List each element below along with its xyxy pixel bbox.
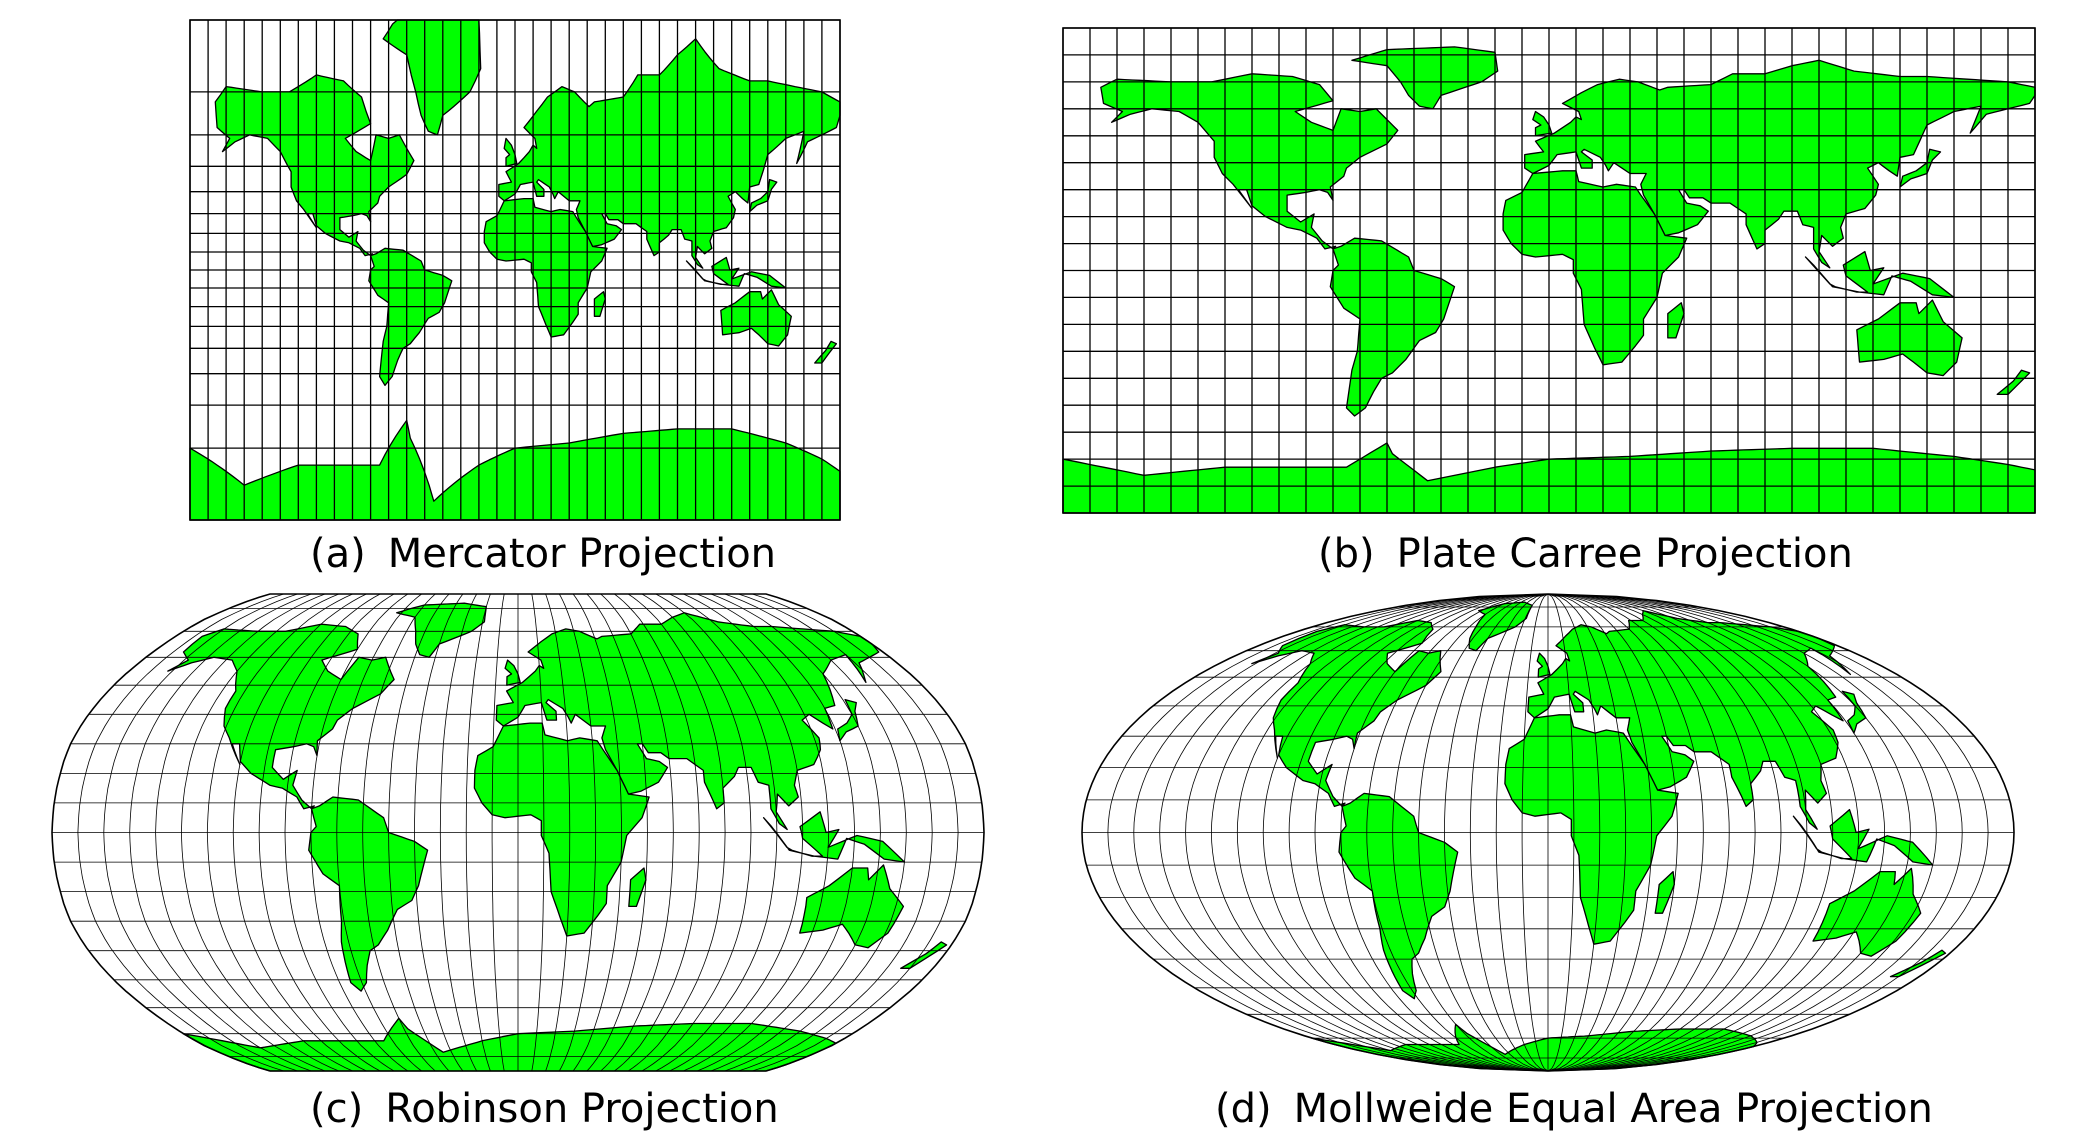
mercator-caption-title: Mercator Projection <box>387 531 777 577</box>
landmass-japan <box>1899 148 1942 188</box>
landmass-british-isles <box>1532 110 1553 137</box>
landmass-indonesia <box>1792 808 1934 866</box>
landmass-eurasia <box>495 612 880 831</box>
robinson-map-border <box>51 593 985 1072</box>
mollweide-map-panel <box>1081 593 2015 1072</box>
landmass-japan <box>749 178 778 213</box>
landmass-indonesia <box>762 811 906 863</box>
plate-carree-caption: (b) Plate Carree Projection <box>1318 531 1853 577</box>
landmass-indonesia <box>685 256 787 289</box>
mollweide-caption-title: Mollweide Equal Area Projection <box>1293 1086 1933 1132</box>
landmass-madagascar <box>628 867 647 908</box>
robinson-map <box>51 593 985 1072</box>
landmass-australia <box>799 864 905 949</box>
plate-carree-map-panel <box>1062 27 2036 514</box>
mollweide-caption: (d) Mollweide Equal Area Projection <box>1215 1086 1933 1132</box>
robinson-caption-tag: (c) <box>310 1086 364 1132</box>
landmass-greenland <box>1351 46 1499 110</box>
mercator-graticule <box>189 19 841 521</box>
landmass-eurasia <box>1524 59 2036 269</box>
landmass-indonesia <box>1804 250 1955 299</box>
landmass-australia <box>720 289 792 347</box>
mollweide-graticule <box>1081 593 2015 1072</box>
landmass-madagascar <box>1667 302 1685 339</box>
plate-carree-caption-tag: (b) <box>1318 531 1375 577</box>
landmass-new-zealand <box>1996 369 2031 396</box>
mollweide-map-border <box>1081 593 2015 1072</box>
landmass-australia <box>1856 299 1963 377</box>
mercator-map-border <box>189 19 841 521</box>
plate-carree-graticule <box>1062 27 2036 514</box>
landmass-british-isles <box>503 137 518 167</box>
robinson-caption-title: Robinson Projection <box>385 1086 779 1132</box>
landmass-new-zealand <box>900 941 948 969</box>
robinson-caption: (c) Robinson Projection <box>310 1086 779 1132</box>
mercator-map-panel <box>189 19 841 521</box>
landmass-australia <box>1812 867 1922 957</box>
landmass-british-isles <box>504 659 521 686</box>
mercator-map <box>189 19 841 521</box>
landmass-north-america <box>167 623 395 810</box>
landmass-eurasia <box>498 38 841 269</box>
mollweide-map <box>1081 593 2015 1072</box>
landmass-greenland <box>396 602 487 658</box>
landmass-north-america <box>1100 73 1399 250</box>
plate-carree-caption-title: Plate Carree Projection <box>1396 531 1853 577</box>
landmass-japan <box>837 698 859 742</box>
landmass-british-isles <box>1536 652 1551 678</box>
mollweide-caption-tag: (d) <box>1215 1086 1272 1132</box>
plate-carree-map <box>1062 27 2036 514</box>
mercator-caption-tag: (a) <box>310 531 366 577</box>
robinson-map-panel <box>51 593 985 1072</box>
landmass-antarctica <box>1311 1023 1758 1072</box>
plate-carree-map-border <box>1062 27 2036 514</box>
mercator-caption: (a) Mercator Projection <box>310 531 776 577</box>
landmass-madagascar <box>593 291 606 317</box>
landmass-madagascar <box>1654 870 1675 914</box>
landmass-north-america <box>214 74 415 257</box>
